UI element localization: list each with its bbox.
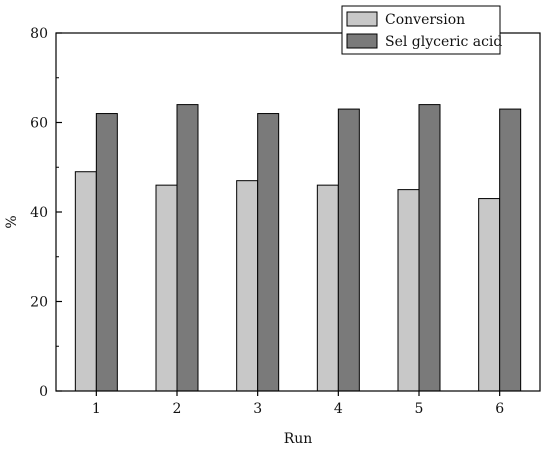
y-tick-label: 20 xyxy=(30,295,48,311)
legend: Conversion Sel glyceric acid xyxy=(341,5,502,55)
plot-frame xyxy=(55,32,541,392)
y-axis-title: % xyxy=(4,215,20,228)
bar-sel-glyceric-acid-run-2 xyxy=(176,104,199,392)
legend-label-conversion: Conversion xyxy=(385,12,465,28)
legend-swatch-conversion xyxy=(346,11,378,27)
axes-layer xyxy=(55,32,541,392)
bar-sel-glyceric-acid-run-6 xyxy=(499,108,522,392)
ticks-layer: 0 20 40 60 80 1 2 3 4 5 6 xyxy=(30,26,504,417)
bar-conversion-run-1 xyxy=(74,171,97,392)
bar-conversion-run-2 xyxy=(155,184,178,392)
x-tick-label: 5 xyxy=(415,401,424,417)
y-tick-label: 60 xyxy=(30,116,48,132)
legend-swatch-sel-glyceric-acid xyxy=(346,33,378,49)
bar-sel-glyceric-acid-run-5 xyxy=(418,104,441,392)
x-tick-label: 2 xyxy=(173,401,182,417)
y-tick-label: 40 xyxy=(30,205,48,221)
x-tick-label: 6 xyxy=(495,401,504,417)
bar-conversion-run-6 xyxy=(478,198,501,392)
bar-conversion-run-4 xyxy=(316,184,339,392)
y-tick-label: 80 xyxy=(30,26,48,42)
y-tick-label: 0 xyxy=(39,384,48,400)
bar-conversion-run-5 xyxy=(397,189,420,392)
x-tick-label: 3 xyxy=(253,401,262,417)
x-tick-label: 1 xyxy=(92,401,101,417)
bar-conversion-run-3 xyxy=(236,180,259,392)
legend-label-sel-glyceric-acid: Sel glyceric acid xyxy=(385,34,502,50)
bar-sel-glyceric-acid-run-1 xyxy=(95,113,118,392)
bars-layer xyxy=(74,104,522,392)
x-axis-title: Run xyxy=(284,431,313,447)
x-tick-label: 4 xyxy=(334,401,343,417)
bar-sel-glyceric-acid-run-3 xyxy=(257,113,280,392)
bar-sel-glyceric-acid-run-4 xyxy=(337,108,360,392)
